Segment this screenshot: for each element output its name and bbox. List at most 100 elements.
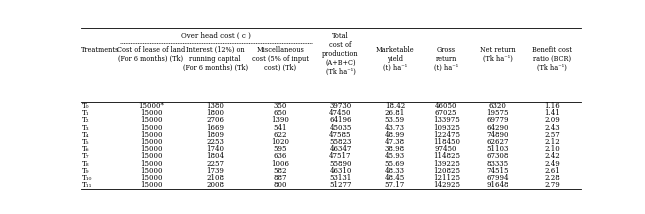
Text: 622: 622: [273, 131, 287, 139]
Text: 74890: 74890: [486, 131, 509, 139]
Text: Net return
(Tk ha⁻¹): Net return (Tk ha⁻¹): [480, 46, 515, 63]
Text: T₉: T₉: [82, 167, 89, 175]
Text: 15000: 15000: [140, 123, 163, 132]
Text: 2.28: 2.28: [544, 174, 560, 182]
Text: 2.42: 2.42: [544, 152, 560, 160]
Text: 139225: 139225: [433, 160, 460, 168]
Text: Treatments: Treatments: [81, 46, 120, 54]
Text: 2.09: 2.09: [544, 116, 560, 124]
Text: 541: 541: [273, 123, 287, 132]
Text: Marketable
yield
(t) ha⁻¹: Marketable yield (t) ha⁻¹: [375, 46, 414, 72]
Text: T₀: T₀: [82, 102, 89, 110]
Text: 38.98: 38.98: [384, 145, 405, 153]
Text: 64290: 64290: [486, 123, 509, 132]
Text: 47517: 47517: [329, 152, 352, 160]
Text: 1800: 1800: [206, 109, 224, 117]
Text: 1.16: 1.16: [544, 102, 560, 110]
Text: 55890: 55890: [329, 160, 352, 168]
Text: 15000: 15000: [140, 152, 163, 160]
Text: 1.41: 1.41: [544, 109, 560, 117]
Text: Benefit cost
ratio (BCR)
(Tk ha⁻¹): Benefit cost ratio (BCR) (Tk ha⁻¹): [532, 46, 572, 72]
Text: 2.10: 2.10: [544, 145, 560, 153]
Text: 51103: 51103: [486, 145, 509, 153]
Text: 15000: 15000: [140, 145, 163, 153]
Text: 582: 582: [273, 167, 287, 175]
Text: 57.17: 57.17: [384, 181, 405, 189]
Text: 650: 650: [273, 109, 287, 117]
Text: 69779: 69779: [486, 116, 509, 124]
Text: Interest (12%) on
running capital
(For 6 months) (Tk): Interest (12%) on running capital (For 6…: [183, 46, 248, 72]
Text: 1809: 1809: [206, 131, 224, 139]
Text: 2.61: 2.61: [544, 167, 560, 175]
Text: 26.81: 26.81: [384, 109, 405, 117]
Text: 83335: 83335: [486, 160, 509, 168]
Text: 114825: 114825: [433, 152, 460, 160]
Text: 2.57: 2.57: [544, 131, 560, 139]
Text: 1740: 1740: [206, 145, 224, 153]
Text: 62627: 62627: [486, 138, 509, 146]
Text: 19575: 19575: [486, 109, 509, 117]
Text: 51277: 51277: [329, 181, 352, 189]
Text: 1669: 1669: [206, 123, 224, 132]
Text: 47585: 47585: [329, 131, 352, 139]
Text: 6320: 6320: [489, 102, 506, 110]
Text: 350: 350: [273, 102, 287, 110]
Text: 2.49: 2.49: [544, 160, 560, 168]
Text: 48.33: 48.33: [385, 167, 405, 175]
Text: 55823: 55823: [330, 138, 352, 146]
Text: 142925: 142925: [433, 181, 460, 189]
Text: 15000: 15000: [140, 109, 163, 117]
Text: 2008: 2008: [206, 181, 224, 189]
Text: 2.79: 2.79: [544, 181, 560, 189]
Text: Total
cost of
production
(A+B+C)
(Tk ha⁻¹): Total cost of production (A+B+C) (Tk ha⁻…: [322, 32, 359, 76]
Text: 1006: 1006: [272, 160, 290, 168]
Text: T₁: T₁: [82, 109, 89, 117]
Text: Cost of lease of land
(For 6 months) (Tk): Cost of lease of land (For 6 months) (Tk…: [117, 46, 185, 63]
Text: 39730: 39730: [330, 102, 352, 110]
Text: 46310: 46310: [330, 167, 352, 175]
Text: 887: 887: [273, 174, 287, 182]
Text: 2253: 2253: [206, 138, 224, 146]
Text: 121125: 121125: [433, 174, 460, 182]
Text: 120825: 120825: [433, 167, 460, 175]
Text: 46050: 46050: [435, 102, 457, 110]
Text: 15000: 15000: [140, 131, 163, 139]
Text: Miscellaneous
cost (5% of input
cost) (Tk): Miscellaneous cost (5% of input cost) (T…: [252, 46, 309, 72]
Text: T₇: T₇: [82, 152, 89, 160]
Text: 15000: 15000: [140, 160, 163, 168]
Text: 2.43: 2.43: [544, 123, 560, 132]
Text: T₃: T₃: [82, 123, 89, 132]
Text: 91648: 91648: [486, 181, 509, 189]
Text: T₅: T₅: [82, 138, 89, 146]
Text: 2108: 2108: [206, 174, 224, 182]
Text: 1390: 1390: [272, 116, 289, 124]
Text: 48.45: 48.45: [384, 174, 405, 182]
Text: 15000*: 15000*: [138, 102, 164, 110]
Text: 133975: 133975: [433, 116, 460, 124]
Text: 109325: 109325: [433, 123, 460, 132]
Text: 18.42: 18.42: [384, 102, 405, 110]
Text: 48.99: 48.99: [384, 131, 405, 139]
Text: 1739: 1739: [206, 167, 224, 175]
Text: 47.38: 47.38: [384, 138, 405, 146]
Text: 74515: 74515: [486, 167, 509, 175]
Text: 595: 595: [273, 145, 287, 153]
Text: 67994: 67994: [486, 174, 509, 182]
Text: 15000: 15000: [140, 138, 163, 146]
Text: 45.93: 45.93: [384, 152, 405, 160]
Text: 53.59: 53.59: [384, 116, 405, 124]
Text: 67025: 67025: [435, 109, 457, 117]
Text: 118450: 118450: [433, 138, 460, 146]
Text: 2257: 2257: [206, 160, 224, 168]
Text: T₂: T₂: [82, 116, 89, 124]
Text: 55.69: 55.69: [384, 160, 405, 168]
Text: 43.73: 43.73: [385, 123, 405, 132]
Text: Over head cost ( c ): Over head cost ( c ): [181, 32, 251, 40]
Text: 122475: 122475: [433, 131, 460, 139]
Text: 2.12: 2.12: [544, 138, 560, 146]
Text: 636: 636: [273, 152, 287, 160]
Text: 15000: 15000: [140, 167, 163, 175]
Text: T₄: T₄: [82, 131, 89, 139]
Text: T₈: T₈: [82, 160, 89, 168]
Text: 800: 800: [273, 181, 287, 189]
